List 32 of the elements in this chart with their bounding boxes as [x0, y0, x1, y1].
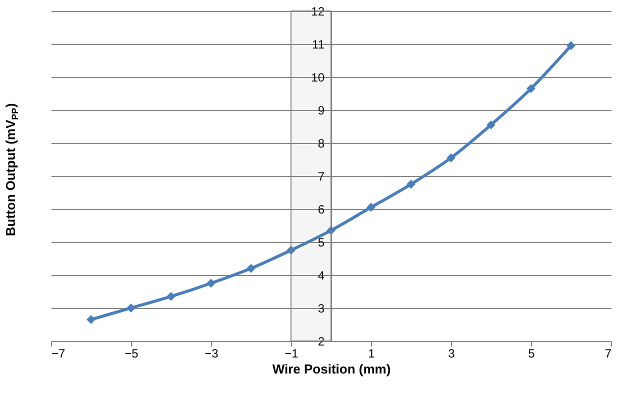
x-tick-label: −5: [124, 346, 139, 360]
point: [366, 202, 376, 212]
point: [526, 84, 536, 94]
x-tick-label: −3: [204, 346, 219, 360]
point: [206, 278, 216, 288]
y-tick-label: 4: [318, 268, 325, 282]
y-tick-label: 10: [311, 70, 325, 84]
x-tick-label: 3: [448, 346, 456, 360]
x-tick-label: 5: [528, 346, 536, 360]
y-tick-label: 7: [318, 170, 325, 184]
y-tick-label: 11: [312, 38, 325, 52]
y-tick-label: 3: [318, 302, 325, 316]
point: [286, 246, 296, 255]
x-tick-label: 7: [604, 346, 612, 360]
point: [326, 226, 336, 235]
y-tick-label: 8: [318, 136, 325, 150]
point: [406, 180, 416, 189]
y-tick-label: 6: [318, 202, 325, 216]
y-axis-title: Button Output (mVPP): [3, 103, 20, 236]
x-tick-label: −7: [52, 346, 66, 360]
x-axis-title: Wire Position (mm): [272, 362, 391, 376]
x-tick-label: 1: [368, 346, 376, 360]
point: [86, 315, 96, 324]
y-tick-label: 9: [318, 104, 325, 118]
y-tick-label: 5: [318, 236, 325, 250]
point: [246, 264, 256, 273]
point: [126, 304, 136, 312]
point: [566, 41, 576, 50]
x-tick-label: −1: [284, 346, 299, 360]
point: [446, 153, 456, 162]
point: [486, 120, 496, 130]
point: [166, 292, 176, 301]
